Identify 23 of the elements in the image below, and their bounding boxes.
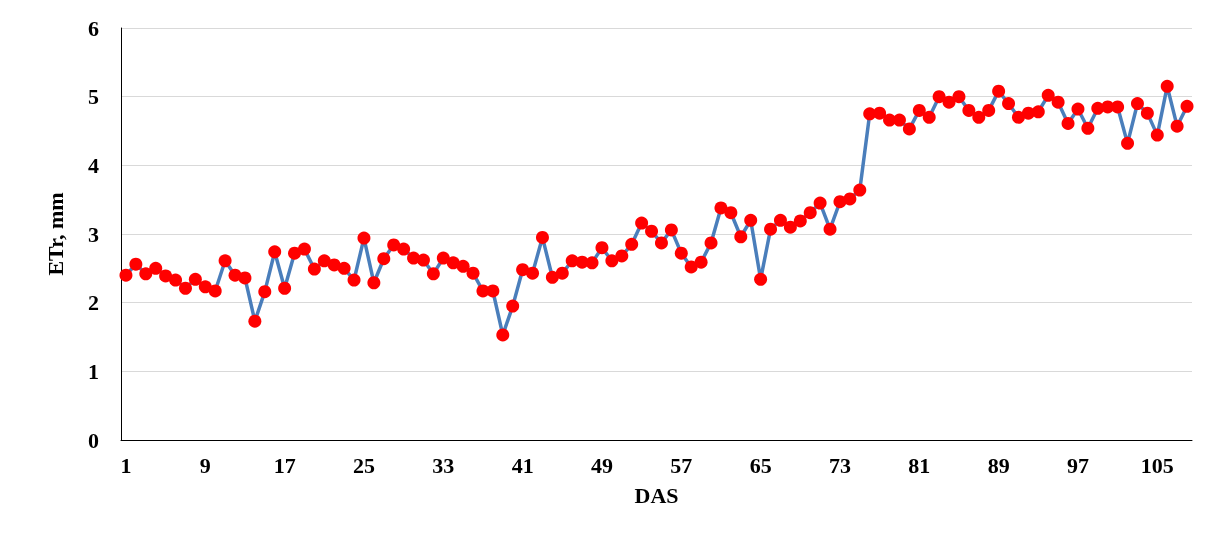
y-tick-label: 3 [88,221,99,247]
y-tick-label: 0 [88,427,99,453]
x-tick-label: 17 [273,452,296,478]
x-tick-label: 49 [590,452,613,478]
y-tick-label: 6 [88,15,99,41]
x-tick-label: 25 [352,452,375,478]
x-tick-label: 65 [749,452,772,478]
x-tick-label: 9 [199,452,211,478]
x-tick-label: 81 [908,452,931,478]
x-tick-label: 73 [828,452,851,478]
y-tick-label: 4 [88,152,99,178]
x-tick-label: 97 [1066,452,1089,478]
y-tick-label: 1 [88,358,99,384]
y-axis-title: ETr, mm [42,192,68,276]
x-tick-label: 105 [1140,452,1174,478]
x-tick-label: 89 [987,452,1010,478]
x-tick-label: 33 [432,452,455,478]
x-tick-label: 41 [511,452,534,478]
x-tick-label: 1 [120,452,132,478]
y-tick-label: 2 [88,290,99,316]
x-tick-label: 57 [670,452,693,478]
y-tick-label: 5 [88,84,99,110]
x-axis-title: DAS [634,482,679,508]
